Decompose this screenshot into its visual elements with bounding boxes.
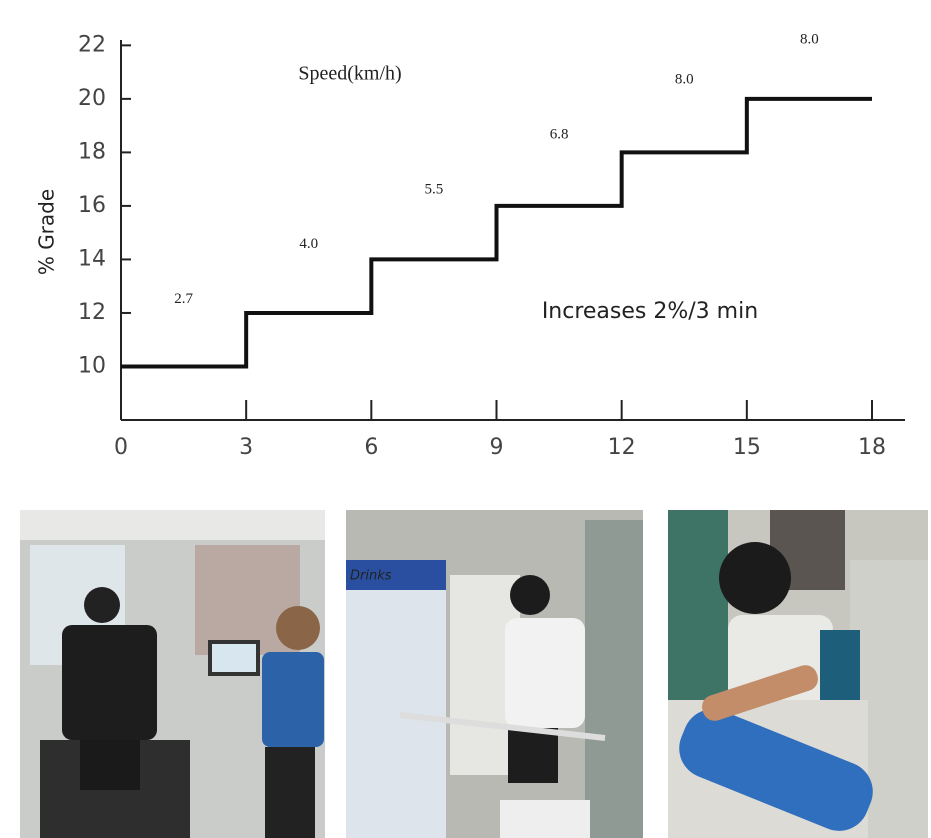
y-tick-label: 10	[78, 353, 106, 378]
photos: Drinks	[20, 510, 928, 838]
y-tick-label: 12	[78, 300, 106, 325]
x-tick-label: 12	[608, 435, 636, 460]
speed-label: 8.0	[675, 72, 694, 88]
x-tick-label: 6	[364, 435, 378, 460]
x-tick-label: 0	[114, 435, 128, 460]
grade-line	[121, 96, 872, 369]
y-tick-label: 18	[78, 139, 106, 164]
speed-label: 5.5	[425, 181, 444, 197]
speed-label: 4.0	[299, 236, 318, 252]
photo-treadmill	[20, 510, 325, 838]
photo-sign: Drinks	[350, 569, 392, 584]
x-tick-label: 3	[239, 435, 253, 460]
speed-label: 6.8	[550, 126, 569, 142]
photo-body-composition: Drinks	[346, 510, 643, 838]
y-tick-label: 16	[78, 193, 106, 218]
x-tick-label: 15	[733, 435, 761, 460]
y-tick-label: 20	[78, 86, 106, 111]
speed-label: 8.0	[800, 32, 819, 48]
x-tick-label: 18	[858, 435, 886, 460]
y-tick-label: 22	[78, 32, 106, 57]
y-tick-label: 14	[78, 246, 106, 271]
speed-label: 2.7	[174, 291, 193, 307]
speed-title: Speed(km/h)	[298, 63, 401, 85]
y-axis-label: % Grade	[35, 189, 59, 275]
x-tick-label: 9	[490, 435, 504, 460]
photo-blood-sample	[668, 510, 928, 838]
annotation: Increases 2%/3 min	[542, 299, 758, 324]
